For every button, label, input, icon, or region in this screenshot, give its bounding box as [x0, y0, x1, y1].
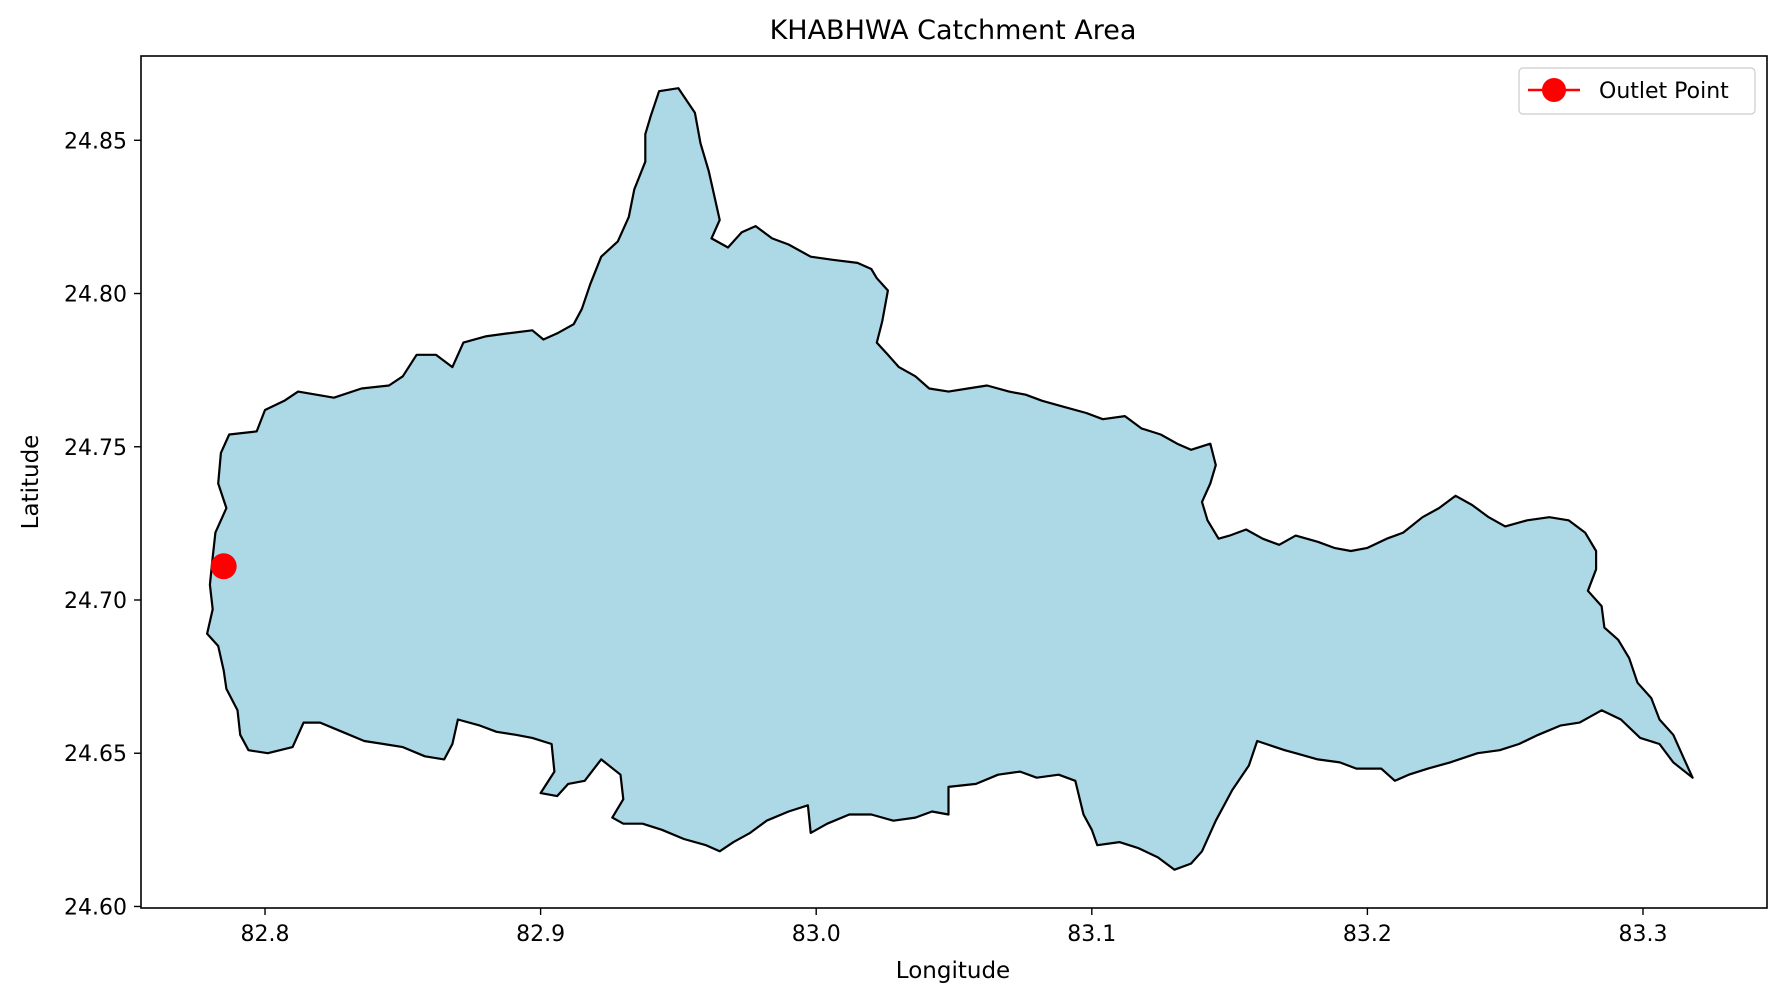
x-axis-label: Longitude	[896, 958, 1010, 984]
x-tick-label: 83.2	[1343, 922, 1392, 947]
plot-area	[206, 87, 1694, 871]
legend-marker-outlet-point	[1542, 78, 1566, 102]
y-axis: 24.60 24.65 24.70 24.75 24.80 24.85	[64, 129, 141, 920]
y-tick-label: 24.60	[64, 895, 127, 920]
catchment-polygon	[206, 87, 1694, 871]
y-tick-label: 24.70	[64, 589, 127, 614]
legend-box	[1518, 67, 1756, 115]
y-tick-label: 24.80	[64, 283, 127, 308]
x-tick-label: 82.8	[241, 922, 290, 947]
chart-title: KHABHWA Catchment Area	[770, 15, 1137, 46]
x-axis: 82.8 82.9 83.0 83.1 83.2 83.3	[241, 908, 1667, 947]
y-tick-label: 24.85	[64, 129, 127, 154]
y-tick-label: 24.75	[64, 436, 127, 461]
outlet-point-marker	[210, 553, 237, 580]
x-tick-label: 83.0	[792, 922, 841, 947]
x-tick-label: 83.1	[1067, 922, 1116, 947]
y-axis-label: Latitude	[18, 435, 44, 530]
legend: Outlet Point	[1518, 67, 1756, 115]
axes-frame	[140, 55, 1768, 909]
y-tick-label: 24.65	[64, 742, 127, 767]
x-tick-label: 83.3	[1618, 922, 1667, 947]
x-tick-label: 82.9	[516, 922, 565, 947]
legend-label-outlet-point: Outlet Point	[1599, 79, 1729, 104]
